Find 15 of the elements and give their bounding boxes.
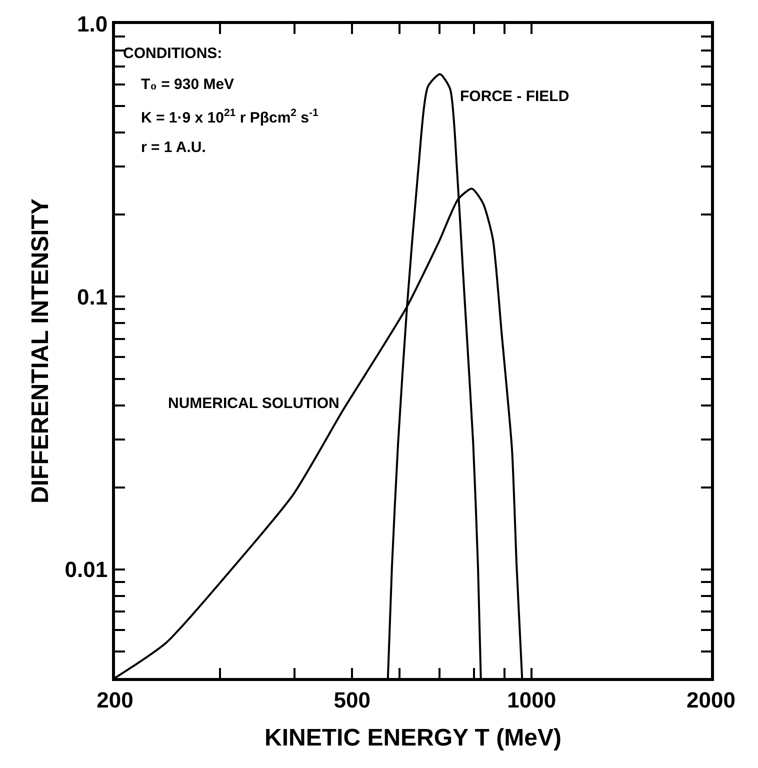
annotation: CONDITIONS: — [123, 45, 222, 62]
x-tick-label: 2000 — [686, 687, 736, 712]
annotation: T₀ = 930 MeV — [141, 76, 234, 93]
series-label: FORCE - FIELD — [460, 88, 570, 105]
x-axis-title: KINETIC ENERGY T (MeV) — [264, 724, 562, 752]
x-tick-label: 200 — [96, 687, 134, 712]
annotation: K = 1·9 x 10$^{21}$ r Pβcm$^{2}$ s$^{-1}$ — [141, 107, 319, 126]
x-tick-label: 1000 — [507, 687, 556, 712]
y-tick-label: 0.01 — [64, 557, 108, 582]
y-tick-label: 1.0 — [77, 12, 108, 37]
x-tick-label: 500 — [334, 687, 371, 712]
y-axis-title: DIFFERENTIAL INTENSITY — [26, 198, 54, 504]
annotation: r = 1 A.U. — [141, 139, 206, 156]
series-label: NUMERICAL SOLUTION — [168, 395, 340, 412]
y-tick-label: 0.1 — [77, 284, 108, 310]
